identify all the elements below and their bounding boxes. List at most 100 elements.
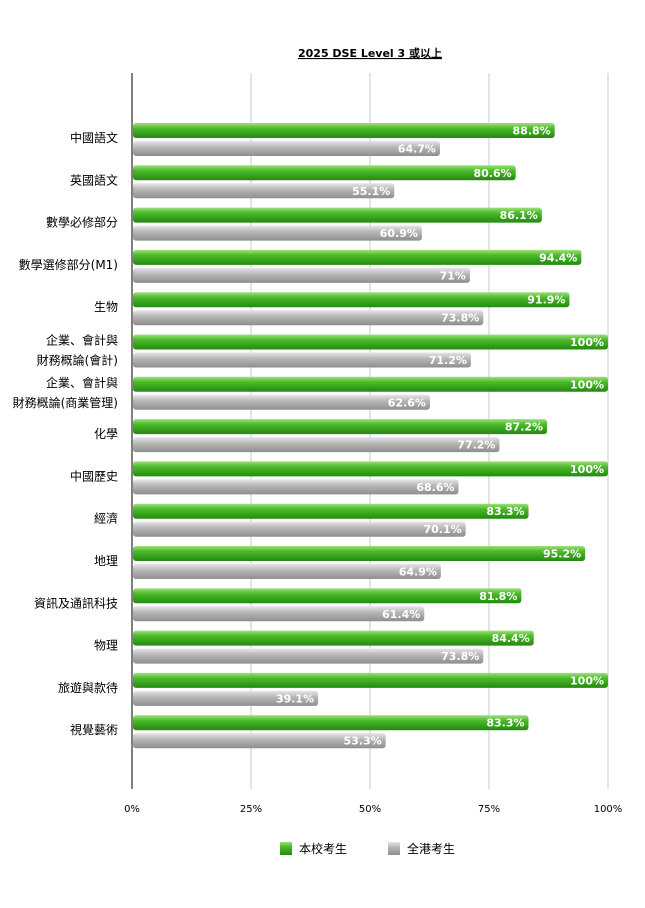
data-label-hk: 60.9% — [380, 227, 418, 240]
x-tick-label-0: 0% — [124, 804, 140, 815]
bar-school — [133, 715, 529, 731]
category-label: 視覺藝術 — [70, 722, 118, 737]
bar-school — [133, 376, 608, 392]
bar-school — [133, 207, 542, 223]
bar-school — [133, 546, 586, 561]
bar-hk — [133, 310, 484, 326]
category-label-line: 數學必修部分 — [46, 215, 118, 230]
x-tick-label-75: 75% — [478, 804, 500, 815]
data-label-school: 94.4% — [539, 251, 577, 264]
data-label-school: 87.2% — [505, 421, 543, 434]
x-tick-label-25: 25% — [240, 804, 262, 815]
category-label-line: 資訊及通訊科技 — [34, 595, 118, 610]
data-label-school: 100% — [570, 463, 604, 476]
bar-hk — [133, 437, 500, 453]
legend-label-hk: 全港考生 — [407, 841, 455, 856]
data-label-school: 95.2% — [543, 548, 581, 561]
bar-school — [133, 419, 548, 435]
data-label-hk: 71.2% — [429, 354, 467, 367]
data-label-hk: 61.4% — [382, 608, 420, 621]
data-label-school: 84.4% — [492, 632, 530, 645]
bar-hk — [133, 183, 395, 199]
category-label: 英國語文 — [70, 172, 118, 187]
category-label: 化學 — [94, 427, 118, 441]
chart-title: 2025 DSE Level 3 或以上 — [298, 46, 442, 60]
data-label-school: 100% — [570, 378, 604, 391]
category-label-line: 英國語文 — [70, 172, 118, 187]
data-label-hk: 55.1% — [352, 185, 390, 198]
data-label-hk: 68.6% — [416, 481, 454, 494]
category-label-line: 化學 — [94, 427, 118, 441]
bar-hk — [133, 521, 466, 537]
bar-hk — [133, 564, 441, 579]
bar-school — [133, 503, 529, 519]
data-label-hk: 71% — [440, 269, 466, 282]
bar-hk — [133, 394, 430, 410]
data-label-school: 83.3% — [486, 717, 524, 730]
category-label: 中國歷史 — [70, 468, 118, 483]
data-label-hk: 64.9% — [399, 566, 437, 579]
category-label: 數學選修部分(M1) — [19, 257, 118, 272]
x-tick-label-50: 50% — [359, 804, 381, 815]
bar-school — [133, 334, 608, 350]
bar-school — [133, 672, 608, 688]
bar-hk — [133, 479, 459, 495]
x-tick-labels: 0% 25% 50% 75% 100% — [124, 804, 622, 815]
category-label-line: 財務概論(會計) — [37, 353, 118, 368]
category-label-line: 生物 — [94, 300, 118, 314]
data-label-hk: 62.6% — [388, 396, 426, 409]
bar-school — [133, 588, 522, 604]
bar-hk — [133, 225, 422, 241]
category-label: 經濟 — [94, 511, 118, 526]
bar-school — [133, 461, 608, 477]
category-label-line: 數學選修部分(M1) — [19, 257, 118, 272]
category-label-line: 中國歷史 — [70, 468, 118, 483]
category-label-line: 企業、會計與 — [46, 333, 118, 348]
category-label: 數學必修部分 — [46, 215, 118, 230]
bar-school — [133, 292, 570, 308]
category-label: 企業、會計與財務概論(商業管理) — [13, 375, 118, 410]
legend-swatch-school — [280, 842, 292, 855]
data-label-hk: 39.1% — [276, 692, 314, 705]
data-label-school: 88.8% — [513, 125, 551, 138]
bar-school — [133, 123, 555, 138]
category-labels: 中國語文英國語文數學必修部分數學選修部分(M1)生物企業、會計與財務概論(會計)… — [13, 130, 118, 737]
category-label: 物理 — [94, 639, 118, 653]
data-label-school: 86.1% — [500, 209, 538, 222]
category-label-line: 中國語文 — [70, 130, 118, 145]
data-label-school: 81.8% — [479, 590, 517, 603]
bar-hk — [133, 690, 319, 706]
bar-hk — [133, 648, 484, 664]
legend: 本校考生 全港考生 — [280, 841, 455, 856]
category-label-line: 財務概論(商業管理) — [13, 395, 118, 410]
bar-hk — [133, 733, 386, 749]
bar-school — [133, 249, 582, 265]
legend-swatch-hk — [388, 842, 400, 855]
category-label-line: 物理 — [94, 639, 118, 653]
data-label-school: 83.3% — [486, 505, 524, 518]
category-label-line: 旅遊與款待 — [58, 680, 118, 695]
category-label: 生物 — [94, 300, 118, 314]
data-label-school: 100% — [570, 336, 604, 349]
data-label-hk: 73.8% — [441, 650, 479, 663]
category-label: 地理 — [94, 554, 118, 568]
bar-school — [133, 630, 534, 646]
data-label-school: 100% — [570, 674, 604, 687]
bar-hk — [133, 352, 471, 368]
category-label-line: 企業、會計與 — [46, 375, 118, 390]
data-label-hk: 53.3% — [344, 735, 382, 748]
category-label-line: 經濟 — [94, 511, 118, 526]
bars: 88.8% 64.7% 80.6% 55.1% 86.1% 60.9% 94.4% 71% 91… — [133, 123, 608, 749]
data-label-hk: 77.2% — [457, 439, 495, 452]
category-label-line: 地理 — [94, 554, 118, 568]
data-label-school: 80.6% — [473, 167, 511, 180]
bar-hk — [133, 606, 425, 622]
data-label-hk: 70.1% — [424, 523, 462, 536]
data-label-hk: 73.8% — [441, 312, 479, 325]
bar-hk — [133, 141, 440, 156]
bar-hk — [133, 267, 470, 283]
legend-label-school: 本校考生 — [299, 841, 347, 856]
category-label: 企業、會計與財務概論(會計) — [37, 333, 118, 368]
category-label-line: 視覺藝術 — [70, 722, 118, 737]
